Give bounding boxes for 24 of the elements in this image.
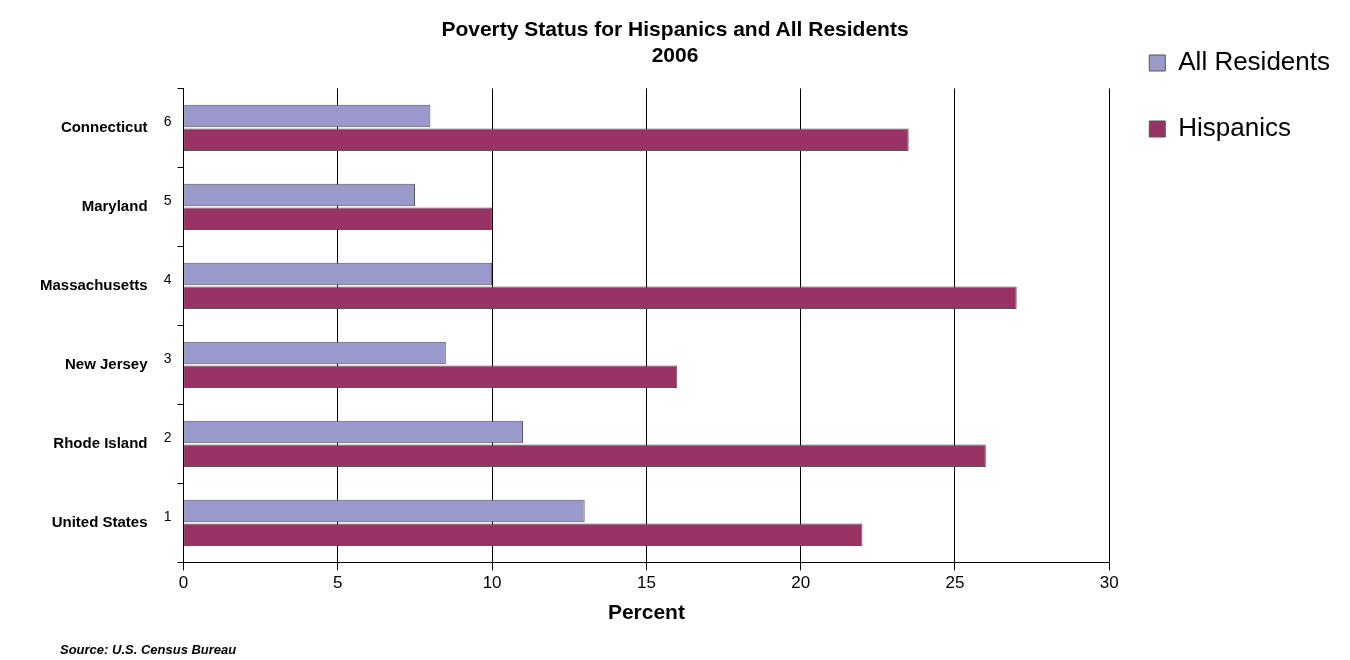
text: 1	[163, 507, 172, 524]
y-tick-label: New Jersey	[64, 355, 149, 373]
x-tick-label: 30	[1099, 573, 1119, 593]
legend-label: All Residents	[1178, 46, 1330, 77]
text: 6	[163, 112, 172, 129]
text: 2	[163, 428, 172, 445]
source-note: Source: U.S. Census Bureau	[60, 641, 237, 657]
x-tick-label: 0	[178, 573, 189, 593]
text: 4	[163, 270, 172, 287]
legend-label: Hispanics	[1178, 112, 1291, 143]
text: 3	[163, 349, 172, 366]
y-tick-label: United States	[51, 513, 148, 531]
x-tick-label: 15	[636, 573, 656, 593]
x-tick-label: 5	[333, 573, 343, 593]
x-tick-label: 10	[482, 573, 502, 593]
chart-title: Poverty Status for Hispanics and All Residents 2006	[441, 17, 909, 66]
x-tick-label: 20	[791, 573, 811, 593]
y-tick-label: Maryland	[81, 197, 148, 215]
text: 5	[163, 191, 172, 208]
y-tick-label: Connecticut	[60, 118, 148, 136]
y-tick-label: Massachusetts	[39, 276, 148, 294]
x-axis-title: Percent	[607, 600, 685, 624]
y-tick-label: Rhode Island	[53, 434, 148, 452]
x-tick-label: 25	[945, 573, 965, 593]
